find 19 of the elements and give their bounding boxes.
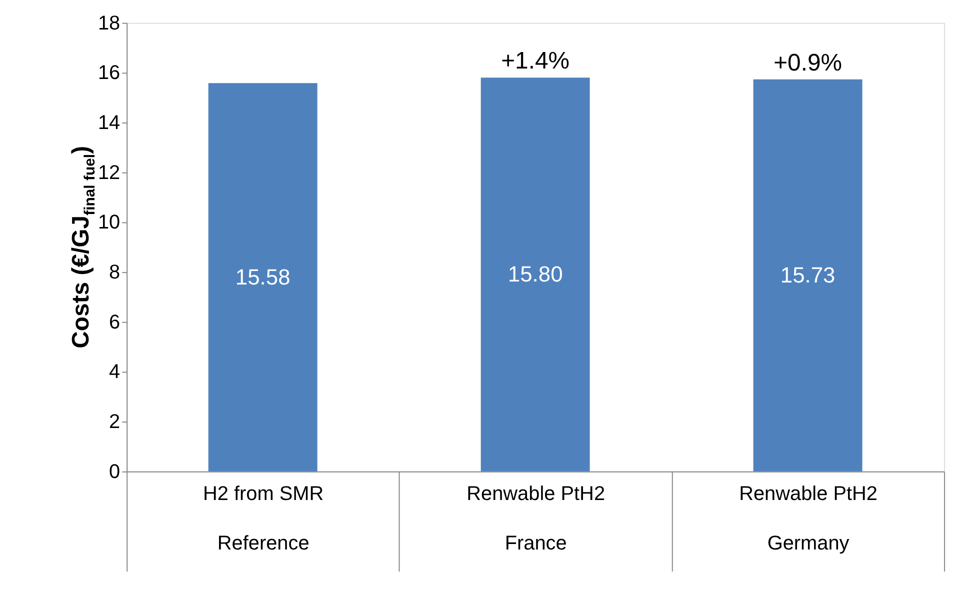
category-label: Renwable PtH2 Germany (739, 482, 878, 555)
y-tick-label: 0 (109, 460, 120, 483)
y-tick-label: 8 (109, 262, 120, 284)
data-label: 15.58 (235, 264, 290, 290)
y-tick-label: 14 (98, 112, 120, 134)
y-tick-label: 2 (109, 411, 120, 434)
y-tick-label: 4 (109, 361, 120, 384)
annotation: +0.9% (774, 49, 842, 76)
data-label: 15.73 (780, 262, 836, 288)
category-label: Renwable PtH2 France (466, 482, 606, 555)
annotation: +1.4% (501, 48, 570, 75)
y-tick-label: 16 (98, 62, 120, 84)
y-tick-label: 6 (109, 311, 120, 334)
data-label: 15.80 (508, 262, 563, 287)
y-axis-title: Costs (€/GJfinal fuel) (68, 146, 99, 348)
category-label: H2 from SMR Reference (203, 482, 324, 555)
y-tick-label: 12 (98, 162, 120, 184)
y-tick-label: 18 (98, 12, 120, 34)
y-tick-label: 10 (98, 212, 120, 234)
